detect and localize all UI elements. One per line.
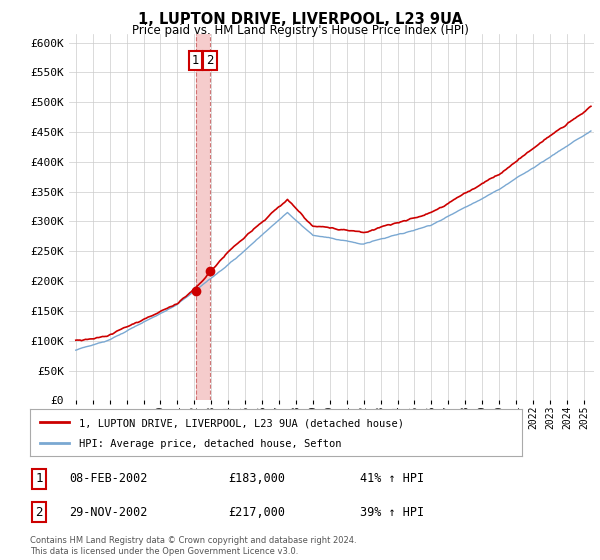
Text: 1: 1 [192, 54, 199, 67]
Text: 1, LUPTON DRIVE, LIVERPOOL, L23 9UA: 1, LUPTON DRIVE, LIVERPOOL, L23 9UA [137, 12, 463, 27]
Text: 2: 2 [206, 54, 214, 67]
Text: Contains HM Land Registry data © Crown copyright and database right 2024.
This d: Contains HM Land Registry data © Crown c… [30, 536, 356, 556]
Text: Price paid vs. HM Land Registry's House Price Index (HPI): Price paid vs. HM Land Registry's House … [131, 24, 469, 36]
Bar [196, 34, 210, 400]
Text: 08-FEB-2002: 08-FEB-2002 [69, 472, 148, 486]
Text: 41% ↑ HPI: 41% ↑ HPI [360, 472, 424, 486]
Text: 2: 2 [35, 506, 43, 519]
Text: 1: 1 [35, 472, 43, 486]
Text: 29-NOV-2002: 29-NOV-2002 [69, 506, 148, 519]
Text: £217,000: £217,000 [228, 506, 285, 519]
Text: HPI: Average price, detached house, Sefton: HPI: Average price, detached house, Seft… [79, 439, 342, 449]
Text: 39% ↑ HPI: 39% ↑ HPI [360, 506, 424, 519]
Text: £183,000: £183,000 [228, 472, 285, 486]
Text: 1, LUPTON DRIVE, LIVERPOOL, L23 9UA (detached house): 1, LUPTON DRIVE, LIVERPOOL, L23 9UA (det… [79, 418, 404, 428]
